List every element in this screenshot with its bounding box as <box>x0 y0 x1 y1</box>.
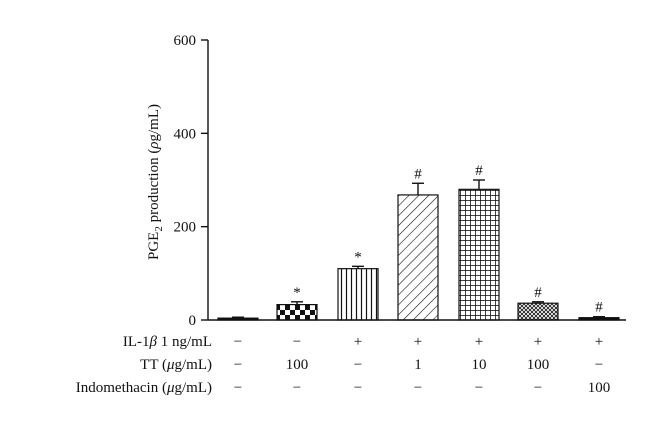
condition-value: 1 <box>414 357 422 373</box>
condition-value: + <box>534 334 542 350</box>
condition-value: 100 <box>527 357 550 373</box>
significance-mark-6: # <box>534 285 542 301</box>
condition-label-part: TT ( <box>140 357 167 373</box>
y-axis-title-rest: production ( <box>146 149 162 226</box>
bar-2 <box>276 304 318 321</box>
significance-mark-2: * <box>293 285 301 301</box>
significance-mark-7: # <box>595 300 603 316</box>
condition-label-3: Indomethacin (μg/mL) <box>76 380 212 396</box>
condition-label-part: g/mL) <box>175 357 213 373</box>
condition-value: − <box>234 357 242 373</box>
condition-label-part: g/mL) <box>175 380 213 396</box>
condition-label-part: μ <box>166 380 175 396</box>
condition-label-1: IL-1β 1 ng/mL <box>123 334 212 350</box>
y-tick-label: 600 <box>174 33 197 49</box>
significance-mark-3: * <box>354 249 362 265</box>
bar-6 <box>517 302 559 321</box>
condition-value: 100 <box>286 357 309 373</box>
bar-5 <box>458 188 500 321</box>
condition-value: − <box>354 357 362 373</box>
condition-value: + <box>354 334 362 350</box>
condition-label-2: TT (μg/mL) <box>140 357 212 373</box>
condition-value: − <box>293 380 301 396</box>
y-axis-title-main: PGE <box>146 232 162 260</box>
condition-value: + <box>475 334 483 350</box>
condition-value: 10 <box>472 357 487 373</box>
condition-label-part: IL-1 <box>123 334 150 350</box>
bar-series: * * # # # # <box>208 163 626 321</box>
y-axis-title-end: g/mL) <box>146 104 162 142</box>
condition-value: + <box>414 334 422 350</box>
condition-value: − <box>354 380 362 396</box>
significance-mark-4: # <box>414 166 422 182</box>
condition-value: − <box>414 380 422 396</box>
condition-value: − <box>475 380 483 396</box>
y-axis-title-greek: ρ <box>146 141 162 149</box>
bar-4 <box>397 194 439 321</box>
condition-value: + <box>595 334 603 350</box>
bar-3 <box>337 268 379 321</box>
condition-value: 100 <box>588 380 611 396</box>
condition-value: − <box>595 357 603 373</box>
condition-label-part: μ <box>166 357 175 373</box>
condition-value: − <box>293 334 301 350</box>
y-axis-ticks: 0 200 400 600 <box>174 33 208 329</box>
y-axis-title: PGE2 production (ρg/mL) <box>146 104 165 260</box>
condition-label-part: 1 ng/mL <box>157 334 212 350</box>
y-tick-label: 0 <box>189 313 197 329</box>
condition-value: − <box>534 380 542 396</box>
condition-label-part: Indomethacin ( <box>76 380 167 396</box>
y-axis-title-subscript: 2 <box>153 226 165 232</box>
y-tick-label: 400 <box>174 126 197 142</box>
condition-value: − <box>234 380 242 396</box>
condition-label-part: β <box>149 334 158 350</box>
condition-table: IL-1β 1 ng/mL − − + + + + +TT (μg/mL) −100−1 10 10… <box>76 334 611 396</box>
condition-value: − <box>234 334 242 350</box>
y-tick-label: 200 <box>174 220 197 236</box>
significance-mark-5: # <box>475 163 483 179</box>
